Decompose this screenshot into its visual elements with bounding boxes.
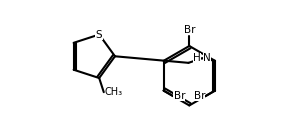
Text: N: N xyxy=(203,53,210,63)
Text: Br: Br xyxy=(184,25,195,35)
Text: Br: Br xyxy=(194,91,205,101)
Text: Br: Br xyxy=(174,91,185,101)
Text: H: H xyxy=(193,53,201,63)
Text: S: S xyxy=(96,30,102,39)
Text: CH₃: CH₃ xyxy=(105,87,123,97)
